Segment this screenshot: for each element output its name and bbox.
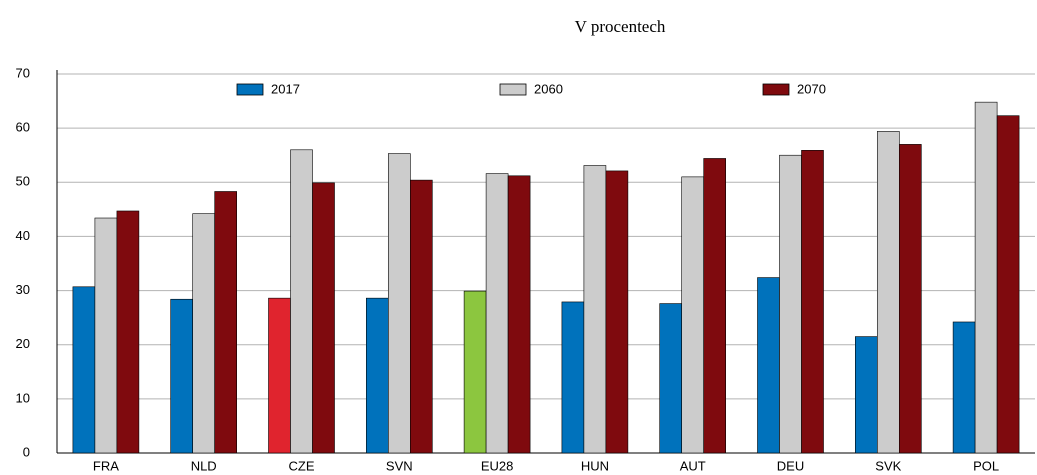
x-tick-label: EU28 bbox=[481, 458, 514, 473]
legend-swatch bbox=[762, 83, 790, 96]
y-tick-label: 40 bbox=[16, 228, 30, 243]
bar bbox=[605, 170, 629, 454]
y-tick-label: 20 bbox=[16, 336, 30, 351]
y-tick-label: 60 bbox=[16, 120, 30, 135]
bar bbox=[170, 298, 193, 454]
y-tick-label: 10 bbox=[16, 390, 30, 405]
bar bbox=[854, 336, 878, 454]
bar bbox=[898, 144, 922, 454]
bar bbox=[485, 173, 509, 454]
bar bbox=[312, 182, 335, 454]
bar bbox=[801, 150, 824, 454]
bar bbox=[463, 290, 487, 454]
y-tick-label: 0 bbox=[23, 444, 30, 459]
bar bbox=[952, 321, 976, 454]
legend-swatch bbox=[499, 83, 527, 96]
bar bbox=[290, 149, 313, 454]
bar bbox=[757, 277, 780, 454]
bar bbox=[876, 131, 900, 454]
bar bbox=[779, 154, 802, 454]
bar bbox=[192, 213, 215, 454]
bar bbox=[583, 165, 607, 454]
bar bbox=[268, 297, 291, 454]
bar bbox=[72, 286, 96, 454]
x-tick-label: FRA bbox=[93, 458, 119, 473]
legend-label: 2060 bbox=[534, 81, 563, 96]
bar bbox=[703, 158, 727, 454]
x-tick-label: CZE bbox=[289, 458, 315, 473]
x-tick-label: SVN bbox=[386, 458, 413, 473]
bar bbox=[507, 175, 531, 454]
y-tick-label: 30 bbox=[16, 282, 30, 297]
bar bbox=[409, 179, 433, 454]
bar bbox=[116, 210, 140, 454]
bar bbox=[974, 101, 998, 454]
bar bbox=[996, 115, 1020, 454]
bar bbox=[214, 191, 237, 454]
bar bbox=[94, 217, 118, 454]
bar bbox=[659, 303, 683, 454]
x-tick-label: DEU bbox=[777, 458, 804, 473]
bar bbox=[365, 297, 389, 454]
bar bbox=[561, 301, 585, 454]
x-tick-label: HUN bbox=[581, 458, 609, 473]
bar bbox=[681, 176, 705, 454]
x-tick-label: AUT bbox=[680, 458, 706, 473]
x-tick-label: POL bbox=[973, 458, 999, 473]
legend-label: 2017 bbox=[271, 81, 300, 96]
bar bbox=[387, 153, 411, 454]
x-tick-label: NLD bbox=[191, 458, 217, 473]
chart-title: V procentech bbox=[575, 17, 666, 36]
y-tick-label: 70 bbox=[16, 65, 30, 80]
y-tick-label: 50 bbox=[16, 174, 30, 189]
legend-label: 2070 bbox=[797, 81, 826, 96]
legend-swatch bbox=[236, 83, 264, 96]
x-tick-label: SVK bbox=[875, 458, 901, 473]
